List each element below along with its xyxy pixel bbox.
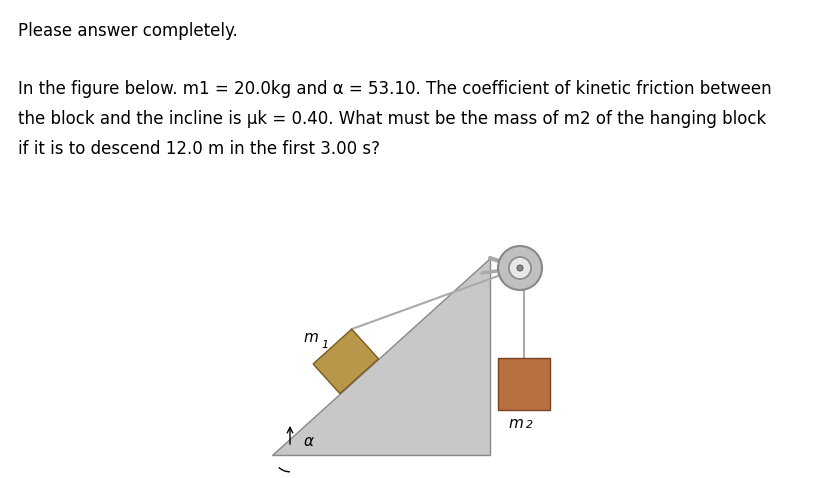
- Text: 1: 1: [322, 340, 329, 350]
- Bar: [498, 358, 550, 410]
- Text: the block and the incline is μk = 0.40. What must be the mass of m2 of the hangi: the block and the incline is μk = 0.40. …: [18, 110, 766, 128]
- Text: Please answer completely.: Please answer completely.: [18, 22, 238, 40]
- Polygon shape: [313, 329, 378, 393]
- Text: In the figure below. m1 = 20.0kg and α = 53.10. The coefficient of kinetic frict: In the figure below. m1 = 20.0kg and α =…: [18, 80, 772, 98]
- Text: m: m: [303, 330, 318, 345]
- Polygon shape: [272, 258, 490, 455]
- Text: m: m: [508, 416, 523, 431]
- Text: α: α: [304, 434, 314, 448]
- Circle shape: [517, 265, 523, 271]
- Text: if it is to descend 12.0 m in the first 3.00 s?: if it is to descend 12.0 m in the first …: [18, 140, 380, 158]
- Text: 2: 2: [526, 420, 534, 430]
- Circle shape: [498, 246, 542, 290]
- Circle shape: [509, 257, 531, 279]
